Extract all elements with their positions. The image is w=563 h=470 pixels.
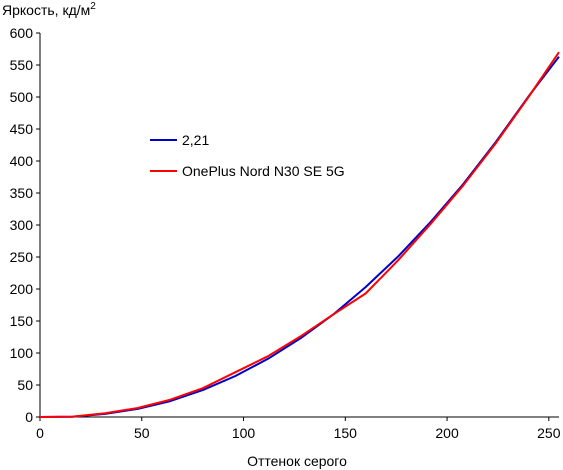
- y-tick-label: 250: [10, 249, 34, 265]
- y-tick-label: 500: [10, 89, 34, 105]
- plot-area: [39, 51, 560, 418]
- x-tick-label: 100: [232, 425, 256, 441]
- x-axis: 0 50 100 150 200 250: [36, 417, 561, 441]
- legend-label: 2,21: [182, 132, 209, 148]
- y-tick-label: 200: [10, 281, 34, 297]
- y-tick-label: 600: [10, 25, 34, 41]
- y-tick-label: 150: [10, 313, 34, 329]
- x-tick-label: 150: [334, 425, 358, 441]
- y-tick-label: 0: [25, 409, 33, 425]
- x-tick-label: 200: [435, 425, 459, 441]
- y-tick-label: 400: [10, 153, 34, 169]
- y-tick-label: 300: [10, 217, 34, 233]
- x-axis-title: Оттенок серого: [247, 453, 347, 469]
- y-tick-label: 350: [10, 185, 34, 201]
- y-axis: 0 50 100 150 200 250 300 350 400 450 500 550 600: [10, 25, 40, 425]
- legend: 2,21 OnePlus Nord N30 SE 5G: [150, 132, 345, 179]
- y-tick-label: 550: [10, 57, 34, 73]
- y-tick-label: 50: [17, 377, 33, 393]
- series-line-0: [39, 56, 560, 418]
- x-tick-label: 50: [134, 425, 150, 441]
- legend-label: OnePlus Nord N30 SE 5G: [182, 163, 345, 179]
- x-tick-label: 0: [36, 425, 44, 441]
- y-axis-title: Яркость, кд/м2: [2, 1, 96, 18]
- y-tick-label: 100: [10, 345, 34, 361]
- y-tick-label: 450: [10, 121, 34, 137]
- x-tick-label: 250: [537, 425, 561, 441]
- series-line-1: [39, 51, 560, 418]
